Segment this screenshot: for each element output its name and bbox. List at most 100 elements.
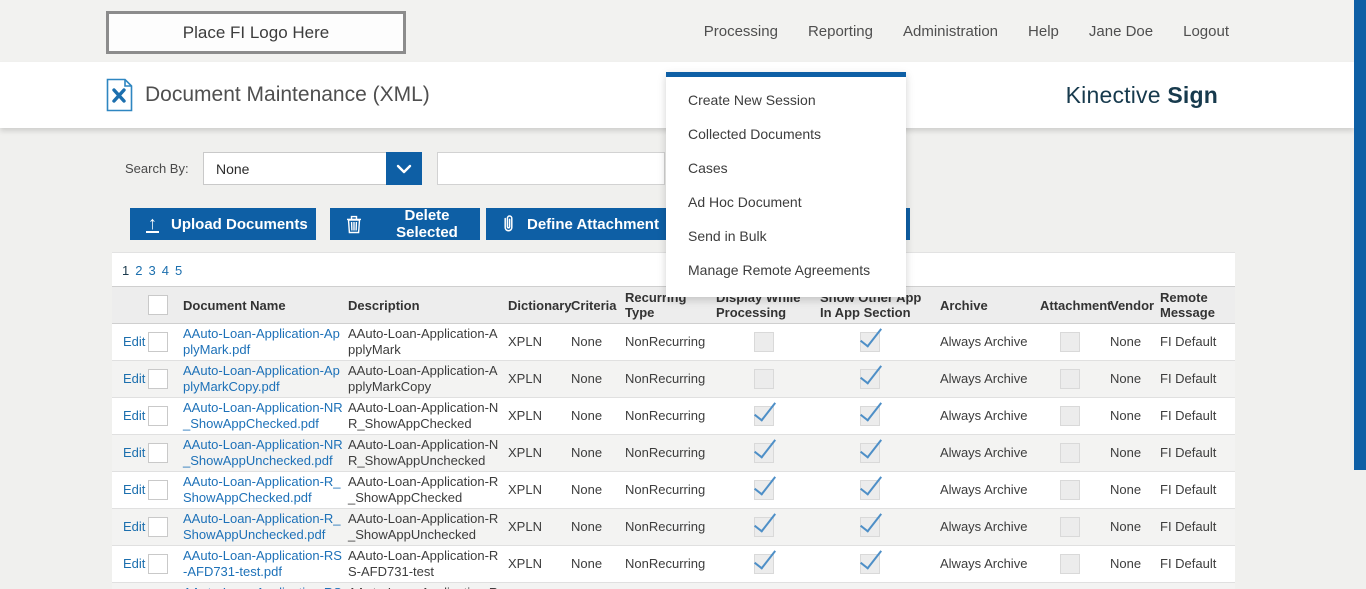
search-by-select[interactable]: None (203, 152, 422, 185)
upload-documents-button[interactable]: ↑ Upload Documents (130, 208, 316, 240)
remote-message-cell: FI Default (1160, 545, 1235, 583)
page-4-link[interactable]: 4 (161, 263, 170, 278)
vendor-cell: None (1110, 471, 1160, 509)
remote-message-cell: FI Default (1160, 360, 1235, 398)
menu-item-ad-hoc-document[interactable]: Ad Hoc Document (688, 194, 802, 210)
header-attachment: Attachment (1040, 286, 1112, 324)
dictionary-cell: XPLN (508, 397, 571, 435)
description-cell: AAuto-Loan-Application-NR_ShowAppChecked (348, 397, 508, 435)
dictionary-cell: XPLN (508, 471, 571, 509)
row-select-checkbox[interactable] (148, 517, 168, 537)
attachment-checkbox[interactable] (1060, 554, 1080, 574)
row-select-checkbox[interactable] (148, 406, 168, 426)
chevron-down-icon[interactable] (386, 152, 422, 185)
document-name-link[interactable]: AAuto-Loan-Application-RS-AFD731-test.pd… (183, 548, 342, 579)
description-cell: AAuto-Loan-Application-RS- (348, 582, 508, 589)
dictionary-cell: XPLN (508, 545, 571, 583)
edit-link[interactable]: Edit (123, 519, 146, 534)
delete-selected-button[interactable]: Delete Selected (330, 207, 480, 241)
search-input[interactable] (437, 152, 665, 185)
display-while-processing-checkbox[interactable] (754, 554, 774, 574)
header-description: Description (348, 286, 508, 324)
show-other-app-checkbox[interactable] (860, 480, 880, 500)
page-3-link[interactable]: 3 (148, 263, 157, 278)
page-5-link[interactable]: 5 (174, 263, 184, 278)
edit-link[interactable]: Edit (123, 482, 146, 497)
menu-item-cases[interactable]: Cases (688, 160, 728, 176)
edit-link[interactable]: Edit (123, 556, 146, 571)
table-row: Edit AAuto-Loan-Application-R_ShowAppUnc… (112, 508, 1235, 546)
document-name-link[interactable]: AAuto-Loan-Application-NR_ShowAppUncheck… (183, 437, 343, 468)
nav-reporting[interactable]: Reporting (807, 22, 873, 40)
row-select-checkbox[interactable] (148, 480, 168, 500)
fi-logo-placeholder: Place FI Logo Here (106, 11, 406, 54)
vendor-cell: None (1110, 323, 1160, 361)
row-select-checkbox[interactable] (148, 443, 168, 463)
select-all-checkbox[interactable] (148, 295, 168, 315)
criteria-cell: None (571, 323, 625, 361)
display-while-processing-checkbox[interactable] (754, 517, 774, 537)
display-while-processing-checkbox[interactable] (754, 406, 774, 426)
header-archive: Archive (940, 286, 1040, 324)
row-select-checkbox[interactable] (148, 369, 168, 389)
attachment-checkbox[interactable] (1060, 517, 1080, 537)
row-select-checkbox[interactable] (148, 554, 168, 574)
vendor-cell: None (1110, 397, 1160, 435)
show-other-app-checkbox[interactable] (860, 517, 880, 537)
document-name-link[interactable]: AAuto-Loan-Application-ApplyMark.pdf (183, 326, 340, 357)
attachment-checkbox[interactable] (1060, 480, 1080, 500)
edit-link[interactable]: Edit (123, 371, 146, 386)
page-1-link[interactable]: 1 (122, 263, 131, 278)
attachment-checkbox[interactable] (1060, 332, 1080, 352)
document-name-link[interactable]: AAuto-Loan-Application-ApplyMarkCopy.pdf (183, 363, 340, 394)
table-row: Edit AAuto-Loan-Application-ApplyMark.pd… (112, 323, 1235, 361)
table-row: Edit AAuto-Loan-Application-RS- AAuto-Lo… (112, 582, 1235, 589)
edit-link[interactable]: Edit (123, 408, 146, 423)
display-while-processing-checkbox[interactable] (754, 443, 774, 463)
nav-logout[interactable]: Logout (1183, 22, 1229, 40)
show-other-app-checkbox[interactable] (860, 369, 880, 389)
delete-selected-label: Delete Selected (396, 207, 458, 241)
display-while-processing-checkbox[interactable] (754, 480, 774, 500)
document-name-link[interactable]: AAuto-Loan-Application-RS- (183, 585, 342, 589)
criteria-cell: None (571, 360, 625, 398)
recurring-type-cell: NonRecurring (625, 545, 716, 583)
page-scrollbar[interactable] (1354, 0, 1366, 589)
show-other-app-checkbox[interactable] (860, 443, 880, 463)
menu-item-collected-documents[interactable]: Collected Documents (688, 126, 822, 142)
remote-message-cell: FI Default (1160, 471, 1235, 509)
menu-item-send-in-bulk[interactable]: Send in Bulk (688, 228, 767, 244)
display-while-processing-checkbox[interactable] (754, 332, 774, 352)
menu-item-manage-remote-agreements[interactable]: Manage Remote Agreements (688, 262, 871, 278)
dictionary-cell: XPLN (508, 508, 571, 546)
nav-administration[interactable]: Administration (902, 22, 999, 40)
edit-link[interactable]: Edit (123, 445, 146, 460)
table-row: Edit AAuto-Loan-Application-RS-AFD731-te… (112, 545, 1235, 583)
header-remote-message: Remote Message (1160, 286, 1235, 324)
scrollbar-thumb[interactable] (1354, 0, 1366, 470)
edit-link[interactable]: Edit (123, 334, 146, 349)
row-select-checkbox[interactable] (148, 332, 168, 352)
remote-message-cell: FI Default (1160, 323, 1235, 361)
display-while-processing-checkbox[interactable] (754, 369, 774, 389)
nav-user-jane-doe[interactable]: Jane Doe (1088, 22, 1154, 40)
attachment-checkbox[interactable] (1060, 406, 1080, 426)
document-name-link[interactable]: AAuto-Loan-Application-R_ShowAppChecked.… (183, 474, 341, 505)
page-2-link[interactable]: 2 (135, 263, 144, 278)
nav-processing[interactable]: Processing (703, 22, 778, 40)
nav-help[interactable]: Help (1028, 22, 1059, 40)
document-name-link[interactable]: AAuto-Loan-Application-NR_ShowAppChecked… (183, 400, 343, 431)
document-name-link[interactable]: AAuto-Loan-Application-R_ShowAppUnchecke… (183, 511, 341, 542)
table-row: Edit AAuto-Loan-Application-ApplyMarkCop… (112, 360, 1235, 398)
show-other-app-checkbox[interactable] (860, 406, 880, 426)
vendor-cell: None (1110, 545, 1160, 583)
show-other-app-checkbox[interactable] (860, 554, 880, 574)
kinective-sign-logo: Kinective Sign (1066, 62, 1218, 128)
menu-item-create-new-session[interactable]: Create New Session (688, 92, 816, 108)
attachment-checkbox[interactable] (1060, 443, 1080, 463)
show-other-app-checkbox[interactable] (860, 332, 880, 352)
header-document-name: Document Name (183, 286, 348, 324)
dictionary-cell: XPLN (508, 360, 571, 398)
attachment-checkbox[interactable] (1060, 369, 1080, 389)
